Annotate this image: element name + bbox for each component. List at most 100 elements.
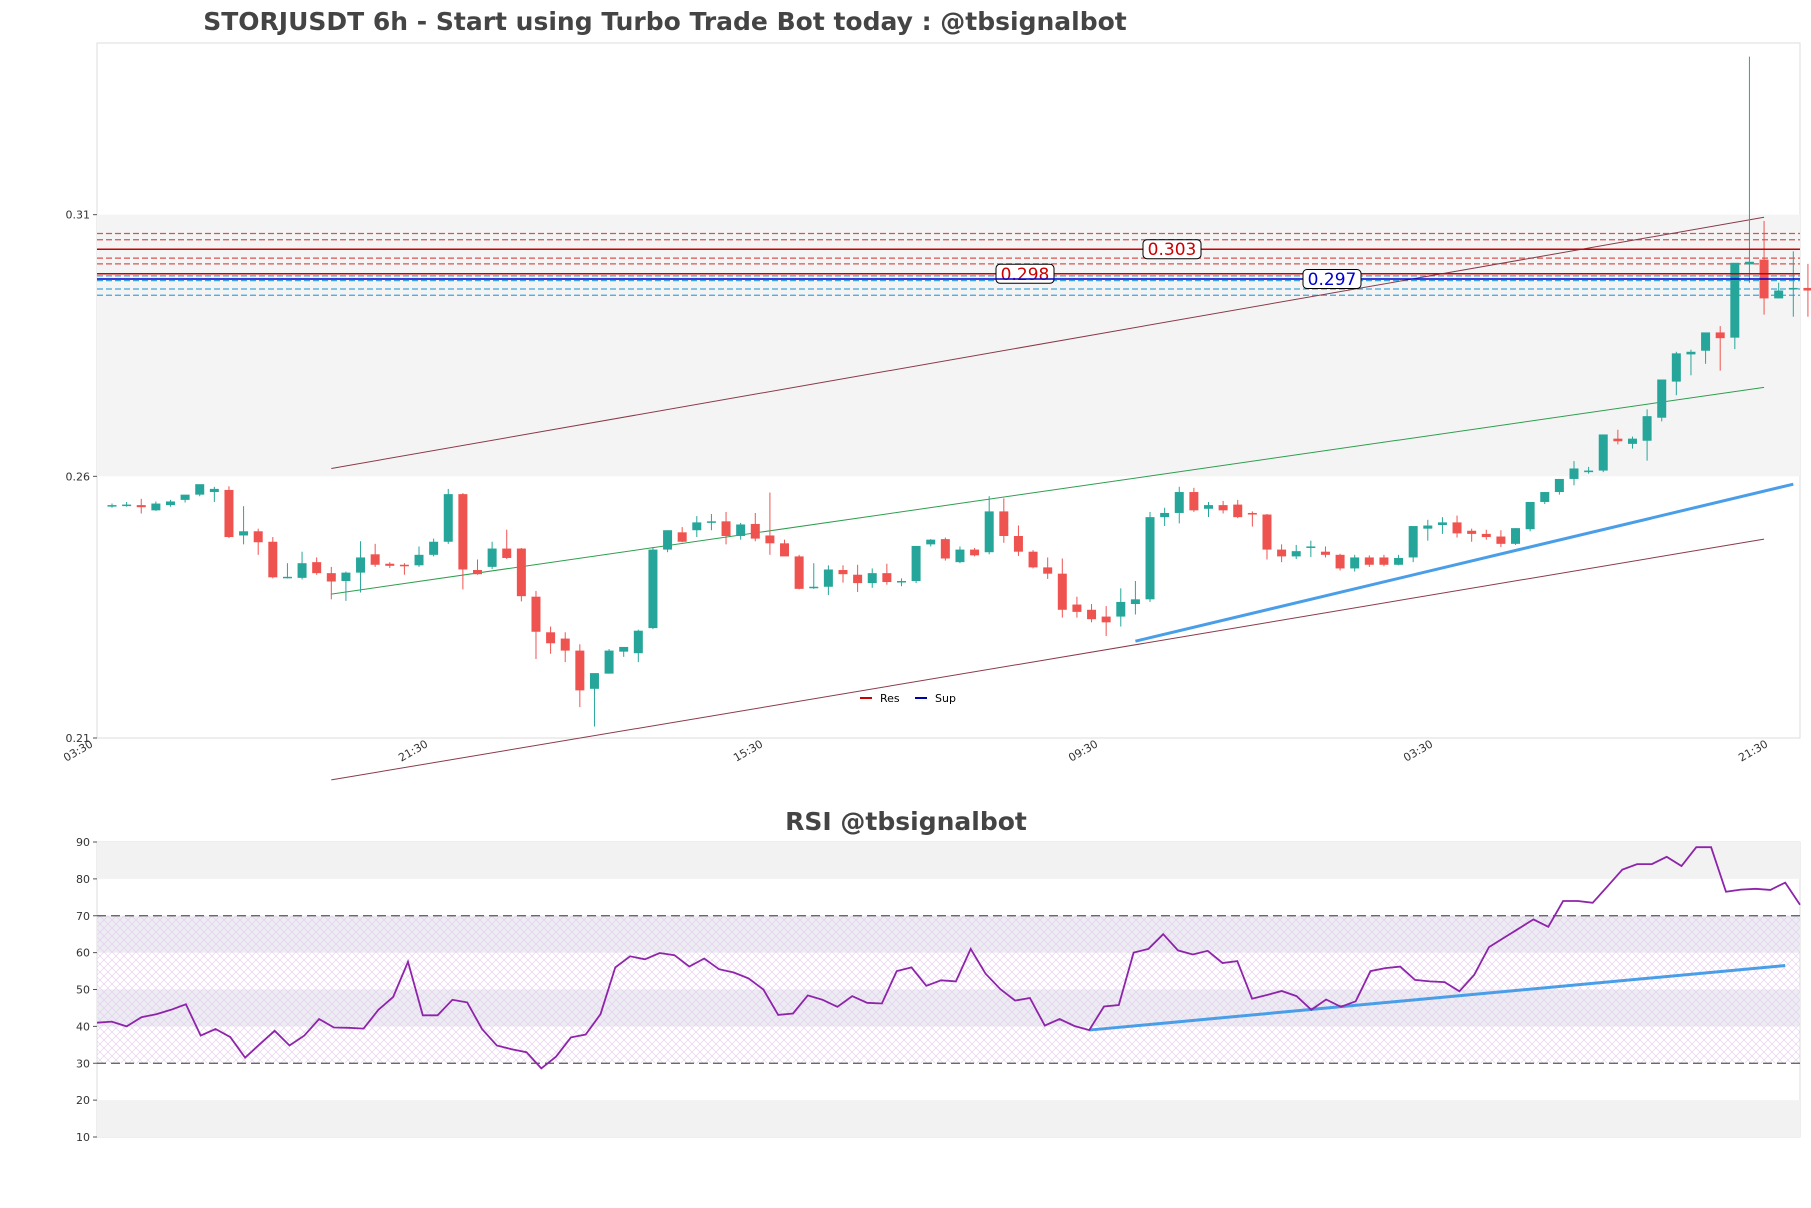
candle-body-28 — [516, 548, 526, 597]
y-tick-label-1: 0.26 — [66, 470, 91, 483]
candle-body-81 — [1291, 551, 1301, 557]
candle-body-36 — [633, 630, 643, 654]
candle-body-88 — [1394, 557, 1404, 565]
price-chart: STORJUSDT 6h - Start using Turbo Trade B… — [61, 7, 1811, 781]
candle-body-7 — [209, 488, 219, 493]
support-trend-line — [1135, 482, 1794, 643]
rsi-hatch-zone — [97, 915, 1800, 1064]
candle-body-29 — [531, 596, 541, 632]
candle-body-107 — [1671, 353, 1681, 382]
candle-body-71 — [1145, 517, 1155, 600]
rsi-grey-band-0 — [97, 842, 1800, 879]
lower-channel-line — [331, 538, 1765, 781]
candle-body-111 — [1730, 262, 1740, 338]
candle-body-60 — [984, 511, 994, 553]
candle-body-22 — [429, 541, 439, 555]
candle-body-58 — [955, 549, 965, 563]
candle-body-94 — [1481, 533, 1491, 538]
candle-body-1 — [122, 504, 132, 507]
candle-body-114 — [1774, 290, 1784, 299]
candle-body-98 — [1540, 492, 1550, 502]
candle-body-77 — [1233, 504, 1243, 518]
candle-body-57 — [940, 539, 950, 559]
candle-body-10 — [253, 531, 263, 543]
x-tick-label-4: 03:30 — [1401, 737, 1435, 764]
candle-body-80 — [1277, 549, 1287, 557]
legend-sup-label: Sup — [935, 692, 956, 705]
candle-body-74 — [1189, 492, 1199, 511]
candle-body-16 — [341, 572, 351, 581]
candle-body-2 — [136, 505, 146, 508]
x-tick-label-1: 21:30 — [396, 737, 430, 764]
candle-body-49 — [823, 569, 833, 587]
level-label-1: 0.298 — [1001, 265, 1050, 285]
rsi-trendline — [1089, 964, 1786, 1032]
rsi-y-tick-label-1: 80 — [76, 873, 90, 886]
candle-body-104 — [1627, 438, 1637, 444]
x-tick-label-2: 15:30 — [731, 737, 765, 764]
candle-body-73 — [1174, 492, 1184, 513]
y-tick-label-0: 0.31 — [66, 209, 91, 222]
rsi-y-tick-label-4: 50 — [76, 984, 90, 997]
x-axis-ticks: 03:30 21:30 15:30 09:30 03:30 21:30 — [61, 737, 1770, 764]
legend-res-label: Res — [880, 692, 900, 705]
level-label-0: 0.303 — [1148, 240, 1197, 260]
candle-body-84 — [1335, 554, 1345, 569]
rsi-y-tick-label-2: 70 — [76, 910, 90, 923]
trendlines — [331, 216, 1794, 781]
candle-body-24 — [458, 494, 468, 570]
upper-channel-line — [331, 216, 1765, 469]
candle-body-34 — [604, 650, 614, 674]
candle-body-112 — [1744, 261, 1754, 265]
x-tick-label-3: 09:30 — [1066, 737, 1100, 764]
candle-body-37 — [648, 549, 658, 629]
candle-body-115 — [1788, 287, 1798, 290]
candle-body-26 — [487, 548, 497, 567]
candle-body-38 — [663, 530, 673, 550]
level-label-2: 0.297 — [1308, 270, 1357, 290]
candle-body-25 — [473, 570, 482, 575]
candle-body-101 — [1584, 470, 1594, 473]
y-tick-label-2: 0.21 — [66, 732, 91, 745]
legend: Res Sup — [860, 692, 956, 705]
candle-body-66 — [1072, 604, 1082, 612]
candle-body-99 — [1554, 478, 1564, 493]
price-levels: 0.303 0.298 0.297 — [97, 239, 1800, 290]
candle-body-3 — [151, 503, 161, 511]
candle-body-97 — [1525, 501, 1535, 530]
candle-body-65 — [1057, 573, 1067, 610]
candle-body-41 — [706, 521, 716, 523]
rsi-chart-title: RSI @tbsignalbot — [785, 807, 1027, 836]
candle-body-76 — [1218, 505, 1228, 511]
candle-body-105 — [1642, 416, 1652, 441]
candle-body-91 — [1437, 522, 1447, 525]
level-label-box-0 — [1142, 239, 1202, 260]
candle-body-20 — [399, 564, 409, 567]
candle-body-92 — [1452, 522, 1462, 534]
rsi-chart: RSI @tbsignalbot 90 80 70 60 50 40 30 20 10 — [76, 807, 1801, 1144]
candle-body-61 — [999, 511, 1009, 536]
candle-body-8 — [224, 489, 234, 538]
rsi-line — [96, 846, 1801, 1070]
candle-body-93 — [1467, 530, 1477, 534]
level-label-box-2 — [1302, 269, 1362, 290]
candle-body-87 — [1379, 557, 1389, 565]
rsi-y-tick-label-7: 20 — [76, 1094, 90, 1107]
candle-body-13 — [297, 563, 307, 578]
candle-body-11 — [268, 541, 278, 578]
candle-body-63 — [1028, 551, 1038, 568]
price-chart-title: STORJUSDT 6h - Start using Turbo Trade B… — [203, 7, 1127, 36]
candle-body-47 — [794, 556, 804, 589]
candle-body-82 — [1306, 546, 1316, 548]
candle-body-40 — [692, 522, 702, 531]
candle-body-35 — [619, 646, 629, 652]
candle-body-109 — [1701, 332, 1711, 351]
candle-body-103 — [1613, 438, 1623, 442]
rsi-series-line — [96, 846, 1801, 1070]
candle-body-72 — [1160, 512, 1170, 518]
candle-body-17 — [356, 557, 366, 573]
candle-body-110 — [1715, 332, 1725, 339]
rsi-grey-band-3 — [97, 1100, 1800, 1137]
candles — [107, 56, 1811, 727]
rsi-y-tick-label-0: 90 — [76, 836, 90, 849]
